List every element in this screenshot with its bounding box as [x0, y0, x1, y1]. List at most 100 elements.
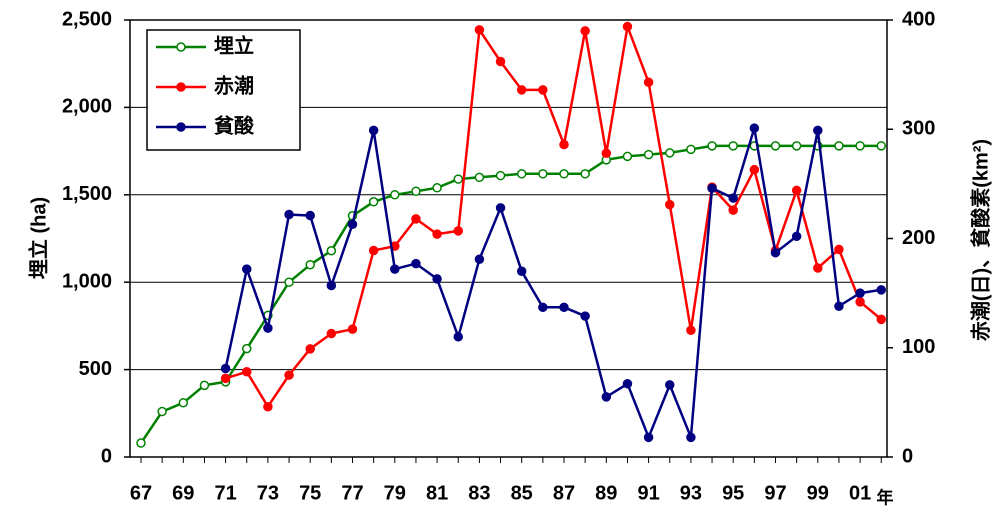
x-axis-label: 年 — [877, 487, 894, 507]
x-tick-label: 69 — [172, 482, 194, 504]
data-point — [770, 141, 781, 151]
series-line — [225, 21, 883, 410]
data-point — [495, 56, 506, 67]
data-point — [643, 432, 654, 443]
data-point — [516, 85, 527, 95]
data-point — [622, 379, 633, 389]
plot-frame — [129, 19, 888, 458]
legend-label: 赤潮 — [214, 73, 254, 97]
data-point — [453, 226, 463, 236]
data-point — [876, 141, 886, 151]
data-point — [411, 258, 421, 269]
data-point — [305, 344, 315, 354]
legend-box — [146, 29, 301, 151]
data-point — [411, 186, 421, 197]
y-tick-label: 2,000 — [62, 96, 112, 118]
x-tick-label: 95 — [722, 482, 744, 504]
x-tick-label: 87 — [553, 482, 575, 504]
data-point — [495, 203, 506, 213]
x-tick-label: 97 — [764, 482, 786, 504]
x-tick-label: 73 — [257, 482, 279, 504]
legend-marker — [176, 82, 186, 92]
data-point — [538, 302, 548, 313]
data-point — [791, 185, 802, 196]
x-tick-label: 83 — [468, 482, 490, 504]
legend-label: 埋立 — [214, 33, 254, 57]
data-point — [580, 311, 590, 321]
x-tick-label: 71 — [214, 482, 236, 504]
data-point — [665, 199, 675, 210]
data-point — [855, 288, 865, 298]
x-tick-label: 01 — [849, 482, 871, 504]
data-point — [876, 314, 886, 325]
data-point — [580, 26, 590, 36]
y-tick-label: 1,500 — [62, 183, 112, 205]
data-point — [538, 169, 548, 179]
series-line — [224, 127, 882, 441]
data-point — [707, 141, 717, 151]
data-point — [347, 219, 358, 230]
data-point — [643, 77, 654, 88]
data-point — [516, 266, 527, 277]
x-tick-label: 81 — [426, 482, 448, 504]
data-point — [855, 297, 865, 307]
data-point — [368, 125, 379, 136]
data-point — [707, 183, 717, 193]
data-point — [855, 141, 865, 151]
y-tick-label: 500 — [79, 358, 112, 380]
data-point — [474, 254, 485, 265]
data-point — [220, 363, 231, 374]
data-point — [432, 274, 442, 284]
data-point — [474, 172, 485, 183]
x-tick-label: 67 — [130, 482, 152, 504]
data-point — [601, 392, 612, 402]
data-point — [242, 264, 252, 274]
data-point — [686, 325, 696, 336]
data-point — [834, 244, 844, 255]
data-point — [622, 151, 633, 162]
data-point — [242, 343, 252, 354]
data-point — [368, 245, 379, 256]
data-point — [728, 141, 738, 151]
data-point — [453, 174, 463, 184]
y-tick-label: 1,000 — [62, 270, 112, 292]
data-point — [305, 210, 315, 221]
data-point — [432, 183, 442, 193]
data-point — [199, 380, 210, 391]
x-tick-label: 79 — [384, 482, 406, 504]
y2-tick-label: 300 — [902, 118, 935, 140]
legend-marker — [176, 42, 186, 52]
y2-tick-label: 400 — [902, 8, 935, 30]
data-point — [347, 324, 358, 334]
data-point — [686, 432, 696, 443]
data-point — [516, 169, 527, 179]
data-point — [263, 323, 273, 333]
data-point — [770, 247, 781, 258]
data-point — [284, 209, 294, 220]
data-point — [791, 141, 802, 151]
series-line — [139, 144, 882, 444]
y2-tick-label: 200 — [902, 227, 935, 249]
data-point — [686, 144, 696, 155]
data-point — [390, 190, 400, 200]
x-tick-label: 77 — [341, 482, 363, 504]
data-point — [538, 85, 548, 95]
y2-axis-label: 赤潮(日)、貧酸素(km²) — [968, 139, 992, 341]
data-point — [263, 401, 273, 412]
x-tick-label: 89 — [595, 482, 617, 504]
data-point — [157, 406, 167, 417]
data-point — [220, 373, 231, 384]
data-point — [876, 285, 886, 295]
data-point — [326, 245, 337, 256]
data-point — [453, 332, 463, 342]
legend-marker — [176, 122, 186, 132]
y-axis-label: 埋立 (ha) — [26, 197, 50, 279]
x-tick-label: 85 — [511, 482, 533, 504]
data-point — [411, 214, 421, 224]
data-point — [368, 197, 379, 207]
data-point — [326, 328, 337, 339]
data-point — [474, 25, 485, 35]
data-point — [559, 302, 569, 313]
y-tick-label: 0 — [101, 445, 112, 467]
